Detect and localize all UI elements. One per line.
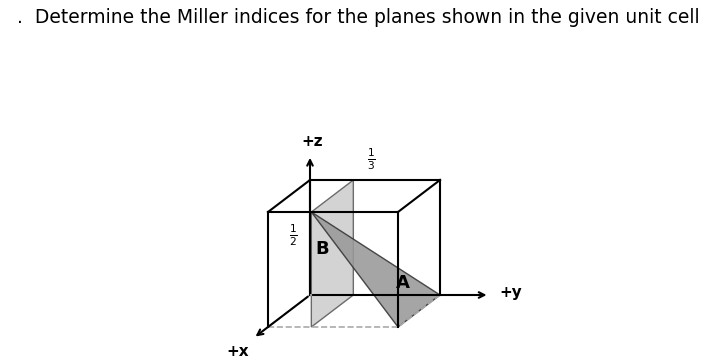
Polygon shape xyxy=(311,180,354,327)
Text: B: B xyxy=(315,240,329,257)
Text: +x: +x xyxy=(227,344,249,359)
Text: $\frac{1}{2}$: $\frac{1}{2}$ xyxy=(289,223,298,248)
Text: $\frac{1}{3}$: $\frac{1}{3}$ xyxy=(367,146,376,172)
Text: +y: +y xyxy=(500,285,522,301)
Text: +z: +z xyxy=(301,134,323,149)
Polygon shape xyxy=(311,212,440,327)
Text: A: A xyxy=(396,274,410,292)
Text: .  Determine the Miller indices for the planes shown in the given unit cell: . Determine the Miller indices for the p… xyxy=(17,8,699,27)
